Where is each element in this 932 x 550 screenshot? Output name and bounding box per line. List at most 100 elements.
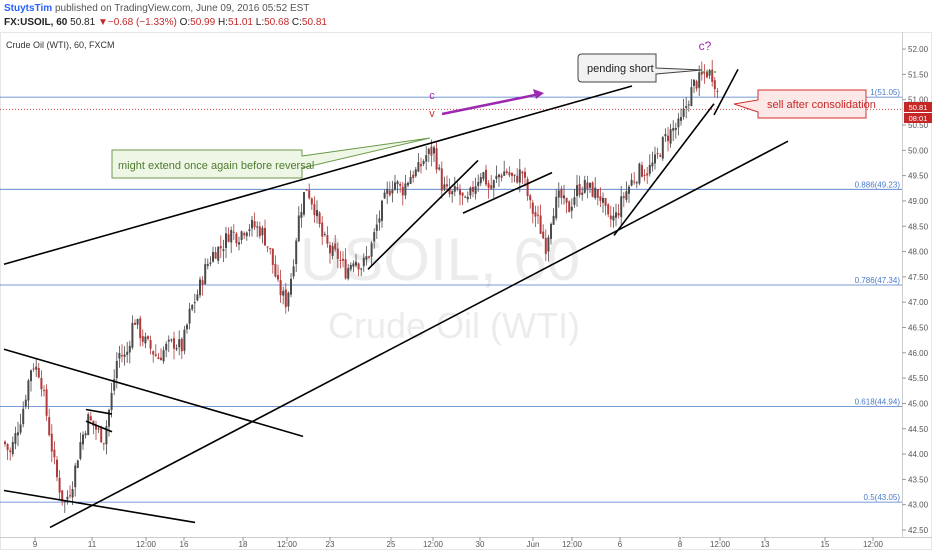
candle-body [329, 245, 331, 254]
candle-body [503, 171, 506, 176]
last-price: 50.81 [70, 17, 96, 28]
candle-body [414, 169, 417, 177]
time-tick-label: 12:00 [136, 540, 157, 549]
price-tick-label: 48.00 [908, 248, 929, 257]
candle-body [115, 360, 118, 379]
watermark-symbol: USOIL, 60 [300, 226, 580, 293]
trendline[interactable] [3, 85, 633, 265]
candle-body [505, 171, 508, 173]
candle-body [266, 246, 269, 248]
price-tick-label: 42.50 [908, 526, 929, 535]
price-tick-label: 49.00 [908, 197, 929, 206]
trendline[interactable] [49, 140, 789, 529]
candle-body [609, 215, 612, 220]
candle-body [511, 173, 513, 176]
fib-label: 0.618(44.94) [855, 397, 901, 406]
candle-body [253, 221, 256, 228]
candle-body [534, 212, 537, 217]
candle-body [495, 175, 498, 180]
price-tick-label: 45.00 [908, 399, 929, 408]
candle-body [375, 224, 378, 231]
candle-body [134, 322, 136, 325]
candle-body [331, 245, 334, 256]
price-tick-label: 47.00 [908, 298, 929, 307]
candle-body [152, 351, 155, 355]
trendline[interactable] [462, 171, 553, 214]
candle-body [300, 212, 303, 218]
candle-body [349, 264, 352, 270]
annotation-gray[interactable]: pending short [577, 53, 703, 83]
candle-body [53, 449, 56, 458]
price-axis[interactable]: 52.00 51.50 51.00 50.50 50.00 49.50 49.00 48.50… [902, 45, 929, 535]
time-tick-label: 12:00 [423, 540, 444, 549]
candle-body [214, 252, 217, 259]
candle-body [516, 175, 519, 183]
candle-body [667, 135, 669, 142]
candle-body [612, 215, 615, 221]
candle-body [669, 129, 672, 144]
trendline[interactable] [85, 420, 113, 433]
candle-body [573, 197, 576, 205]
trendline[interactable] [85, 408, 113, 415]
candle-body [565, 197, 568, 203]
watermark-name: Crude Oil (WTI) [328, 305, 580, 346]
open-label: O: [179, 17, 191, 28]
candle-body [183, 329, 186, 351]
candle-body [344, 259, 347, 279]
candle-body [399, 183, 402, 186]
candle-body [687, 104, 690, 106]
price-tick-label: 51.50 [908, 70, 929, 79]
candle-body [128, 345, 131, 353]
price-tick-label: 43.00 [908, 501, 929, 510]
candle-body [170, 339, 173, 341]
candle-body [604, 198, 607, 206]
candle-body [17, 432, 19, 436]
trendline[interactable] [367, 159, 479, 270]
candle-body [19, 424, 22, 433]
time-tick-label: 12:00 [863, 540, 884, 549]
close-label: C: [291, 17, 302, 28]
candle-body [635, 182, 638, 184]
candle-body [464, 196, 467, 198]
candle-body [513, 174, 516, 176]
price-tick-label: 46.50 [908, 324, 929, 333]
price-tick-label: 50.00 [908, 146, 929, 155]
candle-body [568, 201, 571, 213]
wave-label-v: v [429, 108, 435, 120]
candle-body [490, 185, 493, 189]
candle-body [186, 324, 188, 330]
candle-body [448, 187, 451, 195]
price-chart[interactable]: Crude Oil (WTI), 60, FXCM USOIL, 60 Crud… [0, 32, 932, 550]
candle-body [695, 81, 698, 89]
candle-body [160, 357, 162, 361]
time-tick-label: 12:00 [562, 540, 583, 549]
candle-body [144, 336, 147, 344]
trendline[interactable] [613, 103, 715, 236]
time-axis[interactable]: 9 11 12:00 16 18 12:00 23 25 12:00 30 Jun 12:00 6 8 12… [33, 537, 884, 549]
candle-body [165, 343, 168, 351]
chart-header: StuytsTim published on TradingView.com, … [0, 0, 932, 32]
candle-body [48, 417, 51, 436]
candle-body [271, 248, 274, 265]
candle-body [440, 168, 443, 191]
time-tick-label: 23 [326, 540, 335, 549]
candle-body [82, 434, 84, 445]
time-tick-label: 13 [761, 540, 770, 549]
time-tick-label: 11 [88, 540, 97, 549]
trendline[interactable] [3, 348, 304, 438]
candle-body [537, 214, 539, 216]
time-tick-label: 6 [618, 540, 623, 549]
candle-body [412, 174, 415, 179]
candle-body [201, 280, 204, 285]
annotation-green[interactable]: might extend once again before reversal [111, 137, 431, 179]
candle-body [682, 108, 685, 117]
trendline[interactable] [713, 68, 739, 116]
annotation-red[interactable]: sell after consolidation [733, 89, 876, 119]
trendline[interactable] [3, 489, 196, 524]
candle-body [58, 477, 61, 493]
candles-layer [4, 59, 719, 513]
candle-body [557, 190, 560, 198]
candle-body [108, 409, 110, 427]
author-link[interactable]: StuytsTim [4, 3, 53, 14]
candle-body [222, 249, 225, 251]
